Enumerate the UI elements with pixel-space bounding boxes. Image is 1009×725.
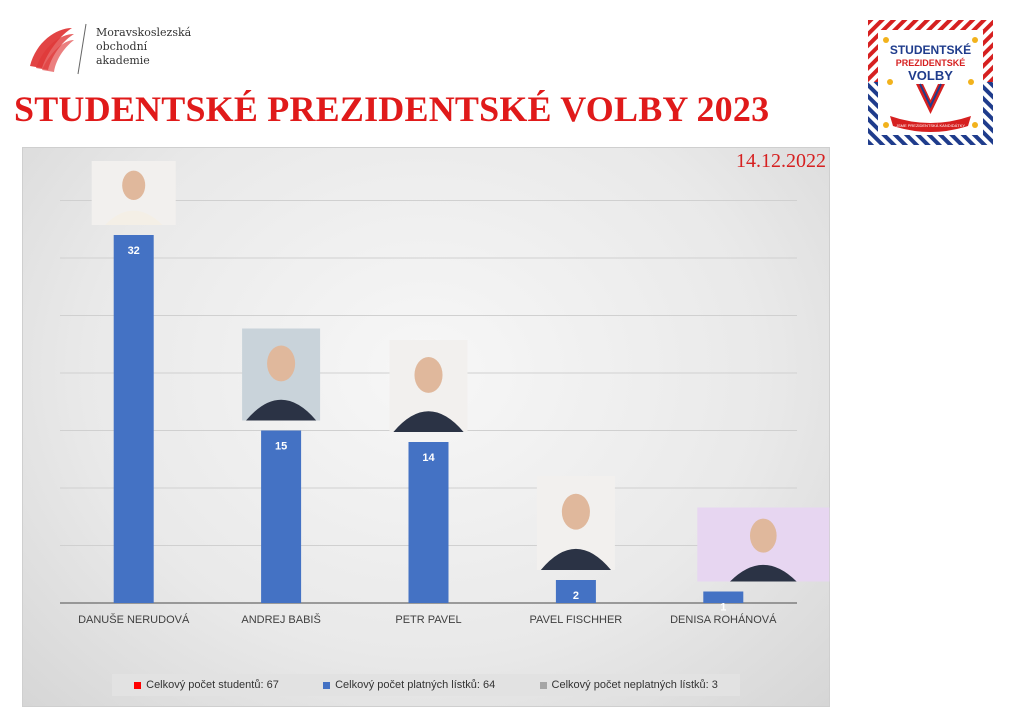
category-label: PAVEL FISCHHER [530,614,623,626]
category-label: ANDREJ BABIŠ [241,613,320,626]
school-name: Moravskoslezská obchodní akademie [96,26,191,68]
page-title: STUDENTSKÉ PREZIDENTSKÉ VOLBY 2023 [14,89,770,129]
elections-badge-icon: STUDENTSKÉ PREZIDENTSKÉ VOLBY JSME PREZI… [868,20,993,145]
date-label: 14.12.2022 [736,150,826,172]
bar [555,580,596,603]
category-label: DENISA ROHÁNOVÁ [670,613,777,626]
badge-text-3: VOLBY [908,68,953,83]
legend-item-students: Celkový počet studentů: 67 [134,679,279,691]
school-name-line: Moravskoslezská [96,26,192,39]
data-label: 1 [720,602,726,614]
category-label: PETR PAVEL [395,614,461,626]
legend-item-invalid-ballots: Celkový počet neplatných lístků: 3 [539,679,718,691]
badge-ribbon: JSME PREZIDENTSKÁ KANDIDÁTKY [896,123,965,128]
legend-swatch [539,681,547,689]
bar [261,430,302,603]
candidate-photo [389,340,468,432]
bar [703,591,744,603]
bar [408,442,449,603]
legend-label: Celkový počet studentů: 67 [146,679,279,691]
bars: 32 15 14 2 1 [91,161,830,614]
data-label: 15 [275,441,287,453]
legend-label: Celkový počet neplatných lístků: 3 [551,679,718,691]
school-name-line: obchodní [96,40,148,53]
data-label: 14 [422,452,435,464]
candidate-photo [697,507,830,582]
legend-swatch [323,681,331,689]
data-label: 32 [128,245,140,257]
x-axis-labels: DANUŠE NERUDOVÁ ANDREJ BABIŠ PETR PAVEL PAV… [78,613,777,626]
legend-label: Celkový počet platných lístků: 64 [335,679,496,691]
school-name-line: akademie [96,54,150,67]
badge-text-2: PREZIDENTSKÉ [896,58,966,68]
category-label: DANUŠE NERUDOVÁ [78,613,190,626]
badge-text-1: STUDENTSKÉ [890,42,971,57]
candidate-photo [91,161,176,225]
school-logo-icon [30,23,87,75]
bar [113,235,154,603]
legend-swatch [134,681,142,689]
chart-legend: Celkový počet studentů: 67 Celkový počet… [112,674,740,696]
data-label: 2 [573,590,579,602]
candidate-photo [536,476,615,570]
candidate-photo [242,328,321,421]
legend-item-valid-ballots: Celkový počet platných lístků: 64 [323,679,495,691]
